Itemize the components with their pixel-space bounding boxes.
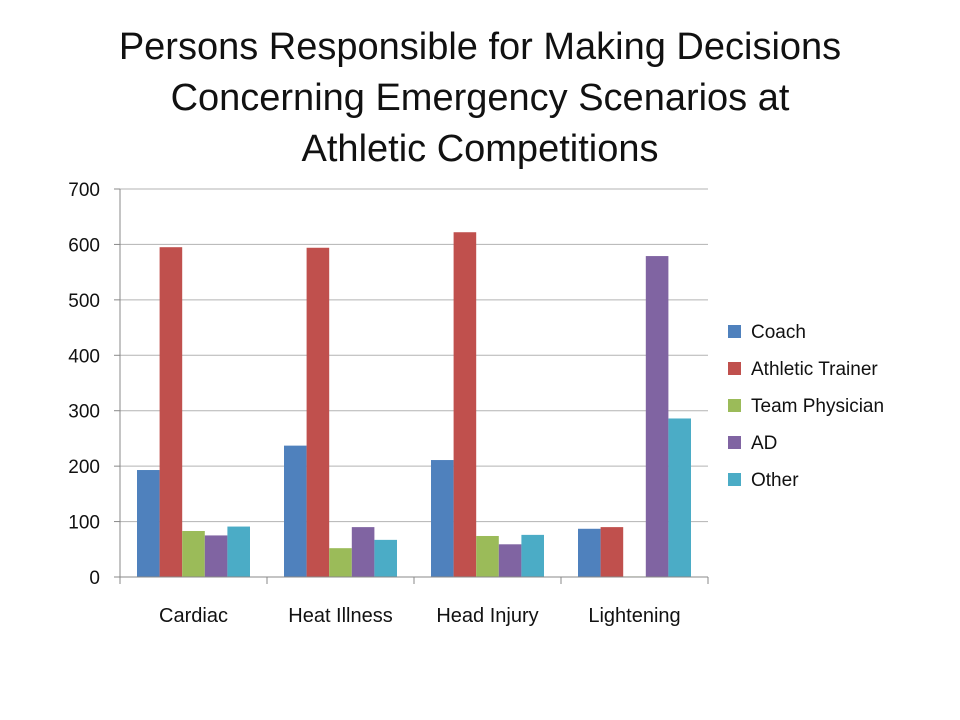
x-category-label: Head Injury	[436, 605, 538, 627]
bar-team-physician-head-injury	[476, 535, 499, 577]
bar-ad-lightening	[645, 256, 669, 577]
legend-swatch	[728, 325, 741, 338]
legend-swatch	[728, 399, 741, 412]
bar-team-physician-cardiac	[182, 530, 205, 577]
bar-other-cardiac	[227, 526, 250, 577]
legend-label: AD	[751, 433, 777, 454]
x-category-label: Heat Illness	[288, 605, 393, 627]
title-line-1: Persons Responsible for Making Decisions	[118, 26, 842, 68]
bar-athletic-trainer-cardiac	[159, 247, 183, 577]
legend-label: Team Physician	[751, 396, 884, 417]
bar-athletic-trainer-lightening	[600, 527, 624, 577]
legend-label: Other	[751, 470, 799, 491]
bar-team-physician-heat-illness	[329, 548, 352, 577]
y-tick-label: 400	[68, 346, 100, 367]
bar-athletic-trainer-heat-illness	[306, 247, 330, 578]
bar-other-lightening	[668, 418, 691, 577]
y-tick-label: 300	[68, 402, 100, 423]
bar-ad-head-injury	[498, 544, 522, 577]
bar-coach-head-injury	[431, 460, 454, 577]
x-category-label: Lightening	[588, 605, 680, 627]
y-tick-label: 600	[68, 235, 100, 256]
legend-swatch	[728, 362, 741, 375]
legend-swatch	[728, 436, 741, 449]
title-line-3: Athletic Competitions	[301, 128, 659, 170]
bar-other-head-injury	[521, 534, 544, 577]
y-tick-label: 100	[68, 513, 100, 534]
bar-athletic-trainer-head-injury	[453, 232, 477, 577]
bar-coach-lightening	[578, 528, 601, 577]
y-tick-label: 700	[68, 180, 100, 201]
legend-label: Coach	[751, 322, 806, 343]
y-tick-label: 500	[68, 291, 100, 312]
x-axis-labels: Cardiac Heat Illness Head Injury Lightening	[159, 605, 681, 627]
legend-swatch	[728, 473, 741, 486]
y-tick-label: 200	[68, 457, 100, 478]
legend-label: Athletic Trainer	[751, 359, 878, 380]
y-tick-label: 0	[89, 568, 100, 589]
title-line-2: Concerning Emergency Scenarios at	[170, 77, 790, 119]
gridlines	[120, 188, 708, 523]
bar-ad-heat-illness	[351, 527, 375, 577]
bar-coach-heat-illness	[284, 445, 307, 577]
bar-coach-cardiac	[137, 470, 160, 577]
y-axis-ticks: 0 100 200 300 400 500 600 700	[68, 180, 120, 589]
bar-ad-cardiac	[204, 535, 228, 577]
x-category-label: Cardiac	[159, 605, 228, 627]
bar-other-heat-illness	[374, 539, 397, 577]
legend: Coach Athletic Trainer Team Physician AD Oth…	[728, 322, 884, 491]
slide-title: Persons Responsible for Making Decisions…	[40, 22, 920, 175]
axes	[119, 189, 709, 584]
bars	[137, 232, 691, 578]
